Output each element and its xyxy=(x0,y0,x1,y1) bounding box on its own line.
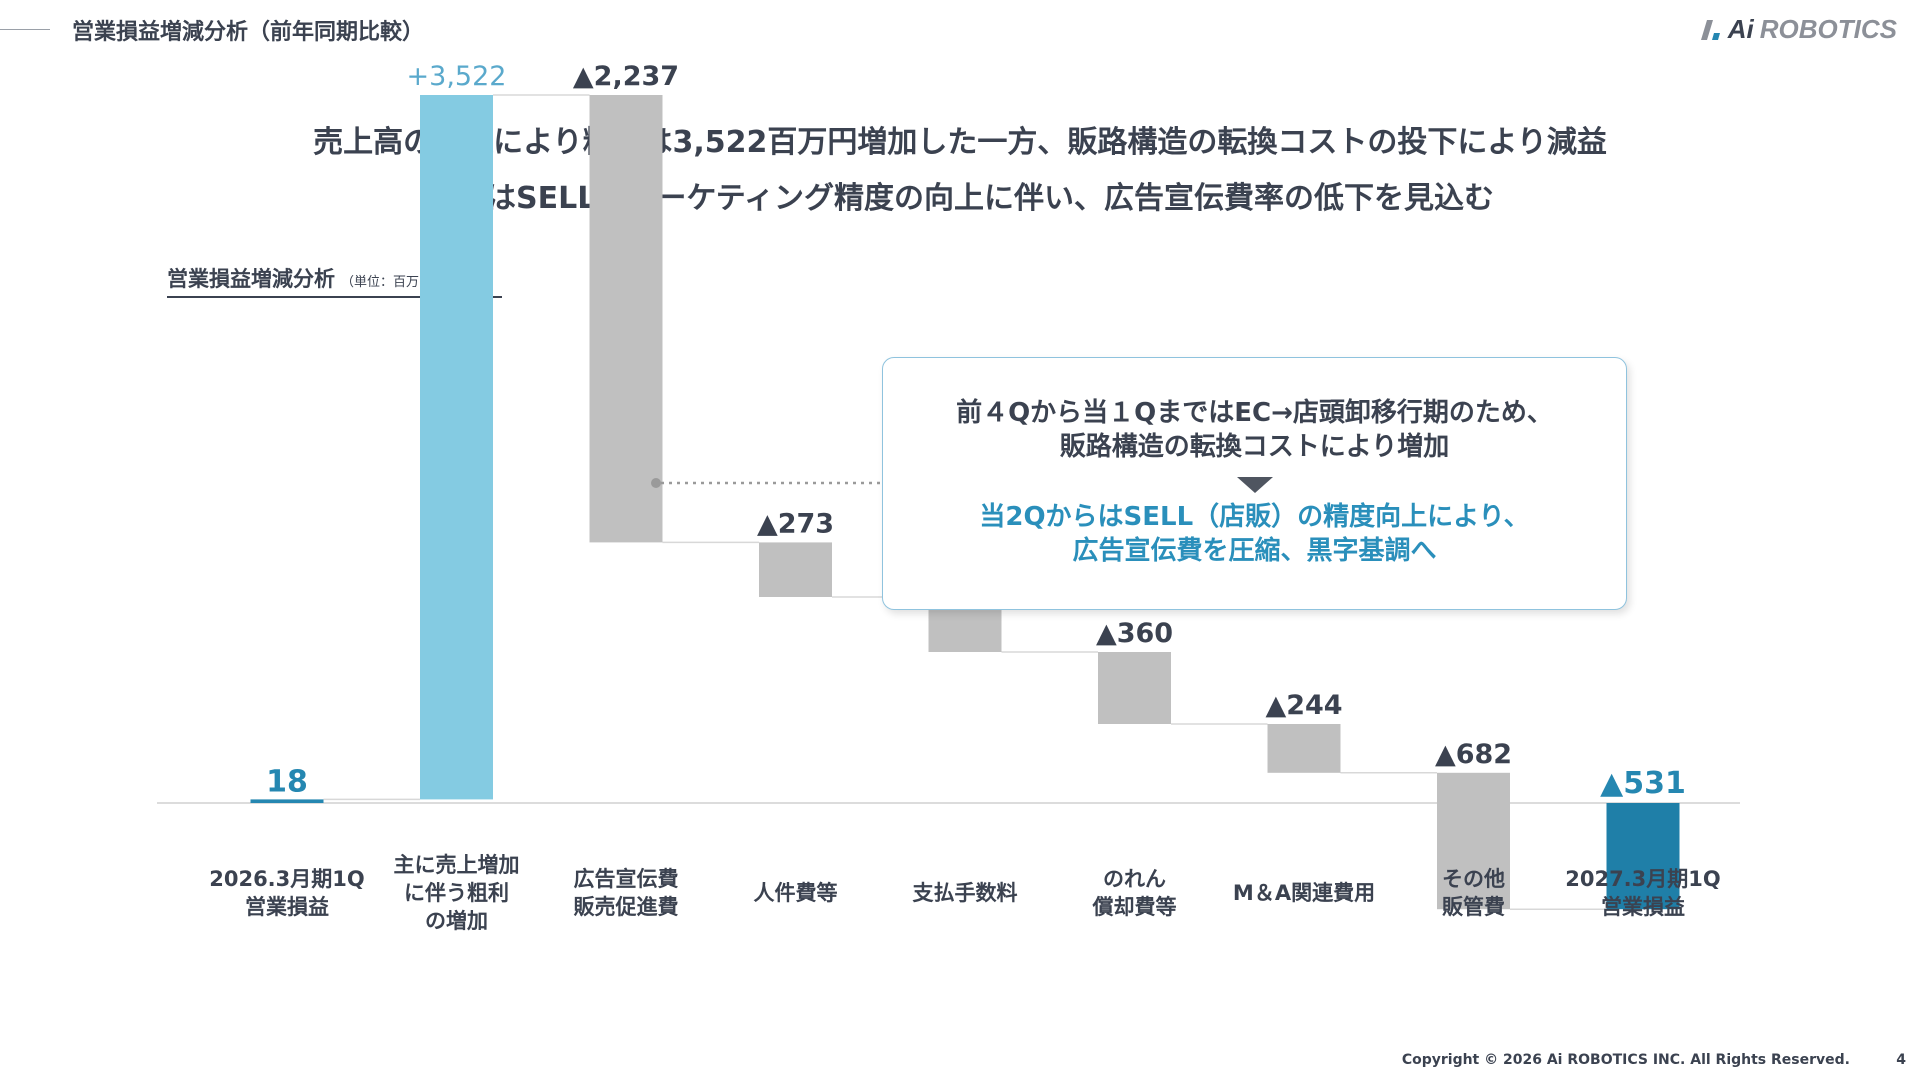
bar-2 xyxy=(589,95,663,543)
company-logo: Ai ROBOTICS xyxy=(1700,14,1897,45)
callout-line-2: 販路構造の転換コストにより増加 xyxy=(1059,432,1450,462)
value-label-0: 18 xyxy=(266,764,308,799)
page-title: 営業損益増減分析（前年同期比較） xyxy=(72,20,425,45)
logo-text-robotics: ROBOTICS xyxy=(1759,14,1897,44)
bar-8 xyxy=(1606,803,1680,910)
category-label-1: に伴う粗利 xyxy=(404,881,509,905)
category-label-1: 主に売上増加 xyxy=(394,853,520,877)
chart-subtitle-underline xyxy=(167,296,502,298)
category-label-8: 営業損益 xyxy=(1601,895,1685,919)
page-number: 4 xyxy=(1896,1052,1906,1068)
bar-6 xyxy=(1267,724,1341,773)
bar-0 xyxy=(250,799,324,803)
value-label-2: ▲2,237 xyxy=(573,61,679,92)
value-label-5: ▲360 xyxy=(1096,618,1173,649)
chart-subtitle-label: 営業損益増減分析 xyxy=(167,267,335,291)
value-label-3: ▲273 xyxy=(757,508,834,539)
slash-mark-icon xyxy=(1700,19,1720,40)
callout-box: 前４Qから当１QまではEC→店頭卸移行期のため、 販路構造の転換コストにより増加… xyxy=(882,357,1627,610)
category-label-0: 2026.3月期1Q xyxy=(209,867,365,891)
bar-1 xyxy=(420,95,493,800)
copyright: Copyright © 2026 Ai ROBOTICS INC. All Ri… xyxy=(1401,1052,1850,1068)
logo-text-ai: Ai xyxy=(1727,14,1754,44)
category-label-5: のれん xyxy=(1103,867,1166,891)
chart-unit: （単位：百万円） xyxy=(341,275,446,290)
triangle-down-icon xyxy=(1237,477,1273,493)
chart-subtitle: 営業損益増減分析 （単位：百万円） xyxy=(167,263,445,293)
callout-line-4: 広告宣伝費を圧縮、黒字基調へ xyxy=(1072,536,1437,566)
category-label-5: 償却費等 xyxy=(1092,895,1177,919)
category-label-2: 販売促進費 xyxy=(574,895,679,919)
bar-3 xyxy=(759,542,832,597)
category-label-8: 2027.3月期1Q xyxy=(1565,867,1721,891)
category-label-3: 人件費等 xyxy=(754,881,838,905)
header-rule xyxy=(0,29,50,30)
value-label-1: +3,522 xyxy=(407,61,507,92)
value-label-8: ▲531 xyxy=(1600,766,1686,801)
category-label-7: 販管費 xyxy=(1442,895,1505,919)
bar-5 xyxy=(1098,652,1171,724)
category-label-1: の増加 xyxy=(425,909,488,933)
callout-line-1: 前４Qから当１QまではEC→店頭卸移行期のため、 xyxy=(956,398,1553,428)
bar-7 xyxy=(1437,772,1510,910)
headline-line-1: 売上高の伸長により粗利は3,522百万円増加した一方、販路構造の転換コストの投下… xyxy=(313,125,1607,160)
value-label-7: ▲682 xyxy=(1435,739,1512,770)
category-label-7: その他 xyxy=(1442,867,1505,891)
value-label-6: ▲244 xyxy=(1265,690,1342,721)
leader-dot xyxy=(651,478,661,488)
category-label-0: 営業損益 xyxy=(245,895,329,919)
category-label-2: 広告宣伝費 xyxy=(574,867,679,891)
category-label-6: M＆A関連費用 xyxy=(1233,881,1375,905)
callout-line-3: 当2QからはSELL（店販）の精度向上により、 xyxy=(979,502,1530,532)
category-label-4: 支払手数料 xyxy=(913,881,1018,905)
